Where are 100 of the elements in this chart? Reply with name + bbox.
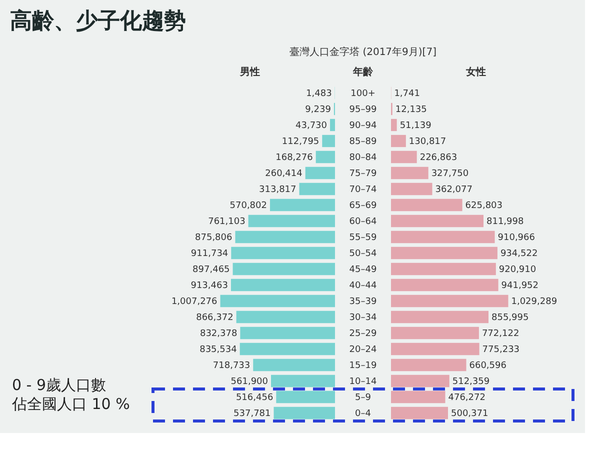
bar [276, 390, 335, 404]
bar [391, 182, 432, 196]
data-label: 911,734 [190, 249, 228, 259]
y-tick-label: 80–84 [349, 153, 377, 163]
y-tick-label: 55–59 [349, 233, 377, 243]
y-tick-label: 70–74 [349, 185, 377, 195]
y-axis-title: 年齡 [352, 66, 374, 78]
bar [391, 342, 480, 356]
bar [391, 118, 397, 132]
bar [391, 262, 496, 276]
bar [391, 326, 479, 340]
bar [322, 134, 335, 148]
data-label: 112,795 [282, 137, 320, 147]
data-label: 168,276 [276, 153, 314, 163]
data-label: 362,077 [435, 185, 472, 195]
data-label: 811,998 [486, 217, 524, 227]
data-label: 43,730 [296, 121, 328, 131]
data-label: 660,596 [469, 361, 507, 371]
text: 佔全國人口 10 % [11, 395, 130, 414]
bar [236, 310, 335, 324]
data-label: 761,103 [208, 217, 246, 227]
bar [391, 294, 508, 308]
data-label: 913,463 [190, 281, 228, 291]
bar [391, 406, 448, 420]
y-tick-label: 65–69 [349, 201, 377, 211]
data-label: 313,817 [259, 185, 296, 195]
bar [391, 310, 488, 324]
y-tick-label: 40–44 [349, 281, 377, 291]
data-label: 1,007,276 [171, 297, 218, 307]
bar [391, 166, 428, 180]
data-label: 835,534 [200, 345, 238, 355]
data-label: 855,995 [492, 313, 529, 323]
data-label: 260,414 [265, 169, 303, 179]
bar [391, 198, 462, 212]
bar [391, 390, 446, 404]
bar [391, 230, 495, 244]
bar [240, 326, 335, 340]
data-label: 910,966 [498, 233, 536, 243]
bar [391, 134, 406, 148]
data-label: 920,910 [498, 265, 536, 275]
data-label: 500,371 [450, 409, 488, 419]
bar [240, 342, 335, 356]
bar [270, 198, 335, 212]
y-tick-label: 60–64 [349, 217, 377, 227]
y-tick-label: 95–99 [349, 105, 377, 115]
data-label: 625,803 [465, 201, 502, 211]
y-tick-label: 30–34 [349, 313, 377, 323]
text: 男性 [239, 66, 260, 78]
data-label: 570,802 [230, 201, 267, 211]
data-label: 12,135 [395, 105, 427, 115]
data-label: 941,952 [501, 281, 539, 291]
data-label: 130,817 [408, 137, 446, 147]
bar [270, 374, 335, 388]
y-tick-label: 45–49 [349, 265, 377, 275]
bar [391, 358, 466, 372]
data-label: 1,741 [394, 89, 420, 99]
text: 0 - 9歲人口數 [12, 376, 106, 394]
y-tick-label: 15–19 [349, 361, 377, 371]
bar [235, 230, 335, 244]
data-label: 897,465 [192, 265, 230, 275]
data-label: 775,233 [482, 345, 520, 355]
y-tick-label: 90–94 [349, 121, 377, 131]
bar [231, 246, 335, 260]
bar [253, 358, 335, 372]
text: 女性 [465, 66, 486, 78]
y-tick-label: 85–89 [349, 137, 377, 147]
y-tick-label: 5–9 [355, 393, 372, 403]
data-label: 934,522 [500, 249, 538, 259]
data-label: 51,139 [400, 121, 432, 131]
bar [299, 182, 335, 196]
y-tick-label: 20–24 [349, 345, 377, 355]
bar [248, 214, 335, 228]
data-label: 875,806 [195, 233, 233, 243]
bar [391, 214, 484, 228]
data-label: 226,863 [420, 153, 458, 163]
y-tick-label: 0–4 [355, 409, 372, 419]
text: 臺灣人口金字塔 (2017年9月)[7] [290, 46, 437, 58]
bar [391, 150, 417, 164]
data-label: 516,456 [236, 393, 274, 403]
y-tick-label: 10–14 [349, 377, 377, 387]
bar [391, 374, 450, 388]
bar [391, 278, 498, 292]
bar [330, 118, 335, 132]
bar [305, 166, 335, 180]
bar [316, 150, 335, 164]
data-label: 772,122 [482, 329, 520, 339]
data-label: 561,900 [230, 377, 268, 387]
data-label: 1,029,289 [511, 297, 558, 307]
bar [230, 278, 335, 292]
bar [274, 406, 335, 420]
bar [391, 246, 498, 260]
y-tick-label: 35–39 [349, 297, 377, 307]
data-label: 537,781 [234, 409, 271, 419]
data-label: 476,272 [448, 393, 486, 403]
data-label: 327,750 [431, 169, 469, 179]
data-label: 832,378 [200, 329, 238, 339]
y-tick-label: 25–29 [349, 329, 377, 339]
bar [220, 294, 335, 308]
bar [232, 262, 335, 276]
data-label: 866,372 [196, 313, 234, 323]
